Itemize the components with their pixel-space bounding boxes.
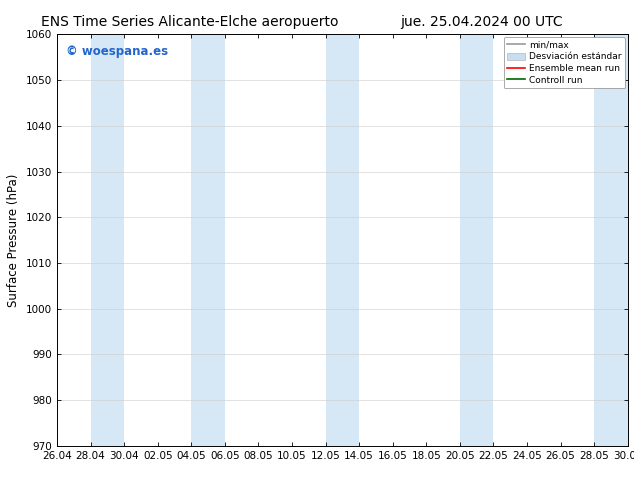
Legend: min/max, Desviación estándar, Ensemble mean run, Controll run: min/max, Desviación estándar, Ensemble m… xyxy=(503,37,625,88)
Text: jue. 25.04.2024 00 UTC: jue. 25.04.2024 00 UTC xyxy=(401,15,563,29)
Text: © woespana.es: © woespana.es xyxy=(66,45,168,58)
Bar xyxy=(191,34,225,446)
Bar xyxy=(460,34,493,446)
Y-axis label: Surface Pressure (hPa): Surface Pressure (hPa) xyxy=(8,173,20,307)
Text: ENS Time Series Alicante-Elche aeropuerto: ENS Time Series Alicante-Elche aeropuert… xyxy=(41,15,339,29)
Bar xyxy=(91,34,124,446)
Bar xyxy=(594,34,628,446)
Bar xyxy=(326,34,359,446)
